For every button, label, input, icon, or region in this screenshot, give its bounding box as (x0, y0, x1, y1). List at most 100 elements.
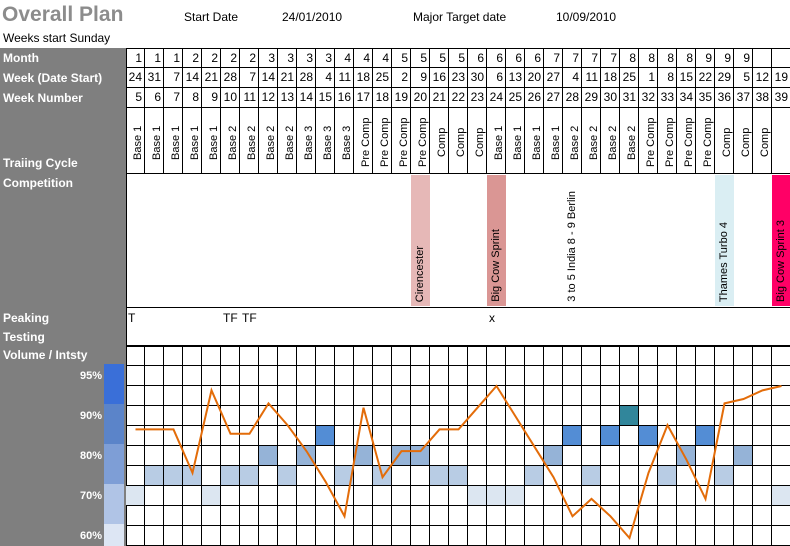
week-number-cell[interactable]: 9 (202, 88, 221, 108)
week-number-cell[interactable]: 14 (297, 88, 316, 108)
intensity-block[interactable] (183, 466, 201, 485)
volume-grid-cell[interactable] (183, 406, 202, 426)
training-cycle-cell[interactable]: Pre Comp (373, 108, 392, 174)
month-cell[interactable]: 3 (259, 48, 278, 68)
volume-grid-cell[interactable] (164, 406, 183, 426)
month-cell[interactable]: 1 (145, 48, 164, 68)
volume-grid-cell[interactable] (468, 446, 487, 466)
volume-grid-cell[interactable] (430, 406, 449, 426)
volume-grid-cell[interactable] (430, 426, 449, 446)
volume-grid-cell[interactable] (753, 386, 772, 406)
volume-grid-cell[interactable] (392, 486, 411, 506)
volume-grid-cell[interactable] (164, 366, 183, 386)
volume-grid-cell[interactable] (259, 506, 278, 526)
training-cycle-cell[interactable]: Comp (468, 108, 487, 174)
volume-grid-cell[interactable] (297, 406, 316, 426)
week-number-cell[interactable]: 39 (772, 88, 790, 108)
volume-grid-cell[interactable] (696, 486, 715, 506)
volume-grid-cell[interactable] (715, 466, 734, 486)
volume-grid-cell[interactable] (126, 366, 145, 386)
volume-grid-cell[interactable] (677, 466, 696, 486)
volume-grid-cell[interactable] (373, 486, 392, 506)
week-number-cell[interactable]: 17 (354, 88, 373, 108)
volume-grid-cell[interactable] (677, 426, 696, 446)
volume-grid-cell[interactable] (164, 486, 183, 506)
volume-grid-cell[interactable] (259, 386, 278, 406)
volume-grid-cell[interactable] (506, 346, 525, 366)
week-number-cell[interactable]: 28 (563, 88, 582, 108)
volume-grid-cell[interactable] (392, 406, 411, 426)
volume-grid-cell[interactable] (411, 486, 430, 506)
volume-grid-cell[interactable] (259, 446, 278, 466)
volume-grid-cell[interactable] (487, 446, 506, 466)
volume-grid-cell[interactable] (601, 466, 620, 486)
volume-grid-cell[interactable] (221, 506, 240, 526)
volume-grid-cell[interactable] (316, 346, 335, 366)
start-date-value[interactable]: 24/01/2010 (282, 10, 343, 24)
month-cell[interactable]: 2 (202, 48, 221, 68)
volume-grid-cell[interactable] (316, 466, 335, 486)
volume-grid-cell[interactable] (620, 406, 639, 426)
week-date-cell[interactable]: 24 (126, 68, 145, 88)
volume-grid-cell[interactable] (639, 426, 658, 446)
training-cycle-cell[interactable]: Base 1 (202, 108, 221, 174)
week-number-cell[interactable]: 8 (183, 88, 202, 108)
volume-grid-cell[interactable] (373, 346, 392, 366)
volume-grid-cell[interactable] (240, 446, 259, 466)
competition-cell[interactable]: 3 to 5 India 8 - 9 Berlin (563, 175, 582, 306)
week-date-cell[interactable]: 16 (430, 68, 449, 88)
week-number-cell[interactable]: 31 (620, 88, 639, 108)
month-cell[interactable]: 7 (544, 48, 563, 68)
volume-grid-cell[interactable] (297, 486, 316, 506)
week-number-cell[interactable]: 37 (734, 88, 753, 108)
month-cell[interactable] (753, 48, 772, 68)
training-cycle-cell[interactable]: Comp (430, 108, 449, 174)
month-cell[interactable]: 9 (696, 48, 715, 68)
volume-grid-cell[interactable] (373, 386, 392, 406)
volume-grid-cell[interactable] (601, 406, 620, 426)
week-date-cell[interactable]: 23 (449, 68, 468, 88)
volume-grid-cell[interactable] (639, 446, 658, 466)
volume-grid-cell[interactable] (734, 426, 753, 446)
volume-grid-cell[interactable] (297, 346, 316, 366)
volume-grid-cell[interactable] (715, 426, 734, 446)
week-date-cell[interactable]: 13 (506, 68, 525, 88)
volume-grid-cell[interactable] (677, 366, 696, 386)
volume-grid-cell[interactable] (544, 466, 563, 486)
volume-grid-cell[interactable] (202, 366, 221, 386)
volume-grid-cell[interactable] (373, 446, 392, 466)
week-date-cell[interactable]: 15 (677, 68, 696, 88)
volume-grid-cell[interactable] (126, 346, 145, 366)
intensity-block[interactable] (240, 466, 258, 485)
volume-grid-cell[interactable] (487, 486, 506, 506)
volume-grid-cell[interactable] (392, 446, 411, 466)
training-cycle-cell[interactable]: Base 2 (259, 108, 278, 174)
volume-grid-cell[interactable] (487, 466, 506, 486)
volume-grid-cell[interactable] (677, 446, 696, 466)
peaking-mark[interactable]: TF (242, 311, 257, 325)
volume-grid-cell[interactable] (430, 506, 449, 526)
week-date-cell[interactable]: 2 (392, 68, 411, 88)
volume-grid-cell[interactable] (449, 446, 468, 466)
volume-grid-cell[interactable] (126, 466, 145, 486)
volume-grid-cell[interactable] (715, 486, 734, 506)
volume-grid-cell[interactable] (582, 486, 601, 506)
week-number-cell[interactable]: 15 (316, 88, 335, 108)
volume-grid-cell[interactable] (506, 486, 525, 506)
volume-grid-cell[interactable] (297, 426, 316, 446)
volume-grid-cell[interactable] (487, 346, 506, 366)
month-cell[interactable]: 6 (525, 48, 544, 68)
volume-grid-cell[interactable] (582, 346, 601, 366)
volume-grid-cell[interactable] (221, 406, 240, 426)
volume-grid-cell[interactable] (753, 466, 772, 486)
training-cycle-cell[interactable]: Base 2 (582, 108, 601, 174)
week-number-cell[interactable]: 6 (145, 88, 164, 108)
week-date-cell[interactable]: 4 (563, 68, 582, 88)
volume-grid-cell[interactable] (601, 446, 620, 466)
intensity-block[interactable] (715, 466, 733, 485)
volume-grid-cell[interactable] (734, 406, 753, 426)
volume-grid-cell[interactable] (677, 506, 696, 526)
volume-grid-cell[interactable] (601, 386, 620, 406)
week-date-cell[interactable]: 14 (259, 68, 278, 88)
volume-grid-cell[interactable] (772, 386, 790, 406)
